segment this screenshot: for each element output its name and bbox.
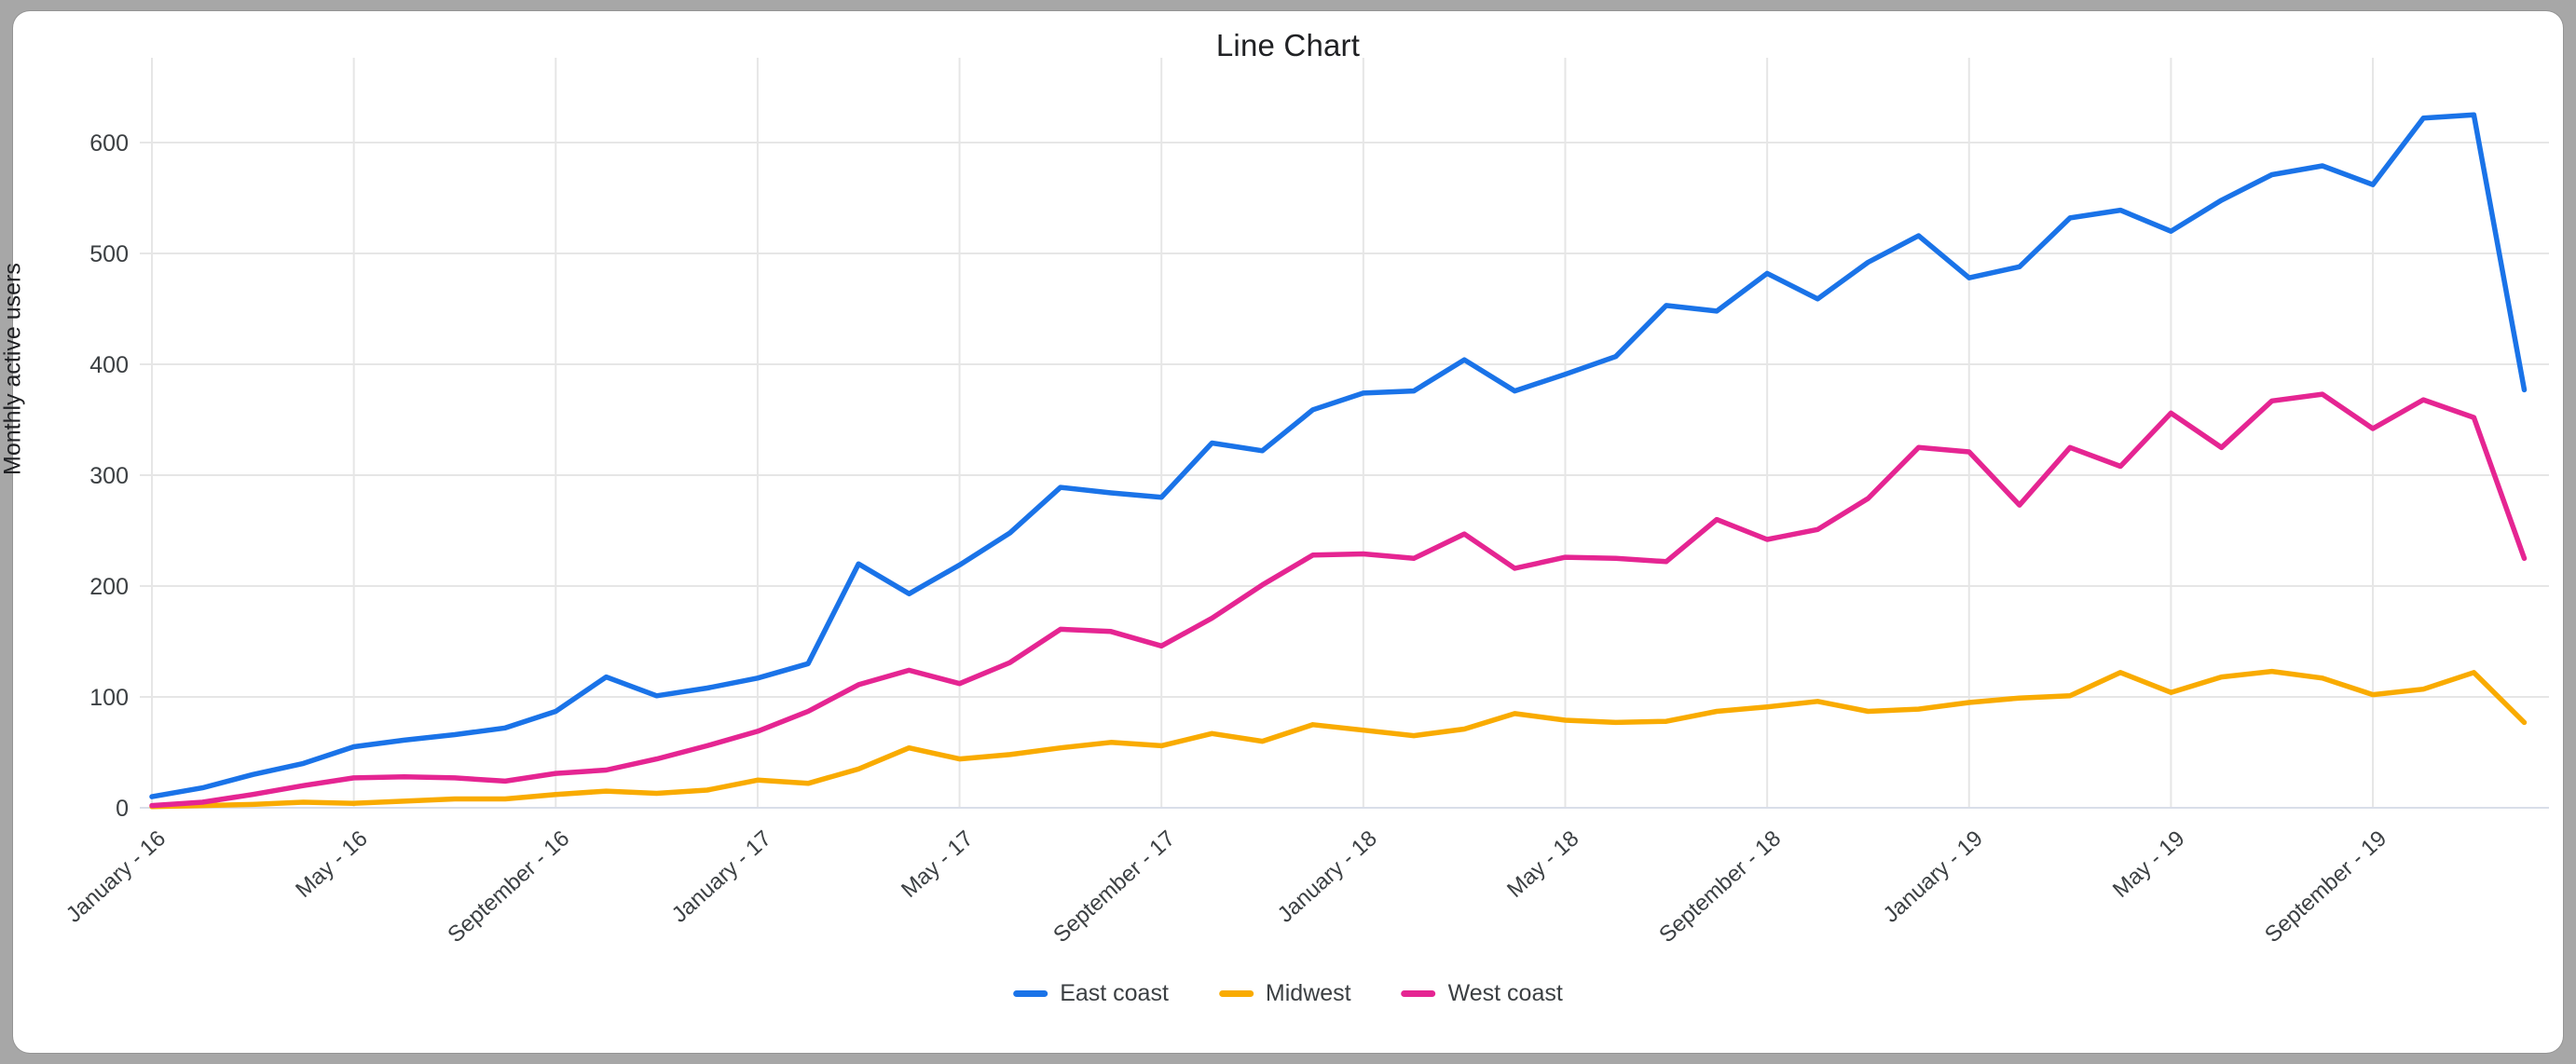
legend-label: Midwest [1265,980,1351,1006]
y-tick-label: 200 [89,574,129,600]
x-tick-label: September - 17 [1048,825,1180,948]
chart-card [13,11,2563,1053]
y-tick-label: 100 [89,685,129,711]
x-tick-label: May - 18 [1502,825,1583,903]
legend-item-west-coast: West coast [1401,980,1563,1007]
y-tick-label: 600 [89,130,129,157]
x-tick-label: September - 16 [443,825,574,948]
y-axis-tick-labels: 0 100 200 300 400 500 600 [89,130,129,822]
legend-label: East coast [1060,980,1169,1006]
legend-swatch [1218,990,1254,997]
legend: East coast Midwest West coast [1013,980,1563,1007]
x-tick-label: May - 19 [2108,825,2189,903]
legend-swatch [1013,990,1048,997]
series-line-midwest[interactable] [149,668,2528,810]
x-tick-label: May - 17 [897,825,978,903]
series-line-west-coast[interactable] [149,391,2528,809]
x-tick-label: January - 17 [667,825,776,927]
x-tick-label: September - 18 [1654,825,1786,948]
legend-label: West coast [1447,980,1563,1006]
chart-title: Line Chart [1215,28,1361,62]
y-tick-label: 300 [89,463,129,489]
x-tick-label: September - 19 [2260,825,2391,948]
vertical-gridlines [151,58,2375,808]
legend-swatch [1401,990,1436,997]
x-tick-label: January - 19 [1879,825,1988,927]
series-line-east-coast[interactable] [149,112,2528,799]
y-tick-label: 400 [89,352,129,378]
series-lines [149,112,2528,810]
x-tick-label: January - 16 [62,825,171,927]
y-tick-label: 0 [116,796,129,822]
horizontal-gridlines [140,142,2549,809]
legend-item-east-coast: East coast [1013,980,1169,1007]
x-tick-label: May - 16 [291,825,372,903]
legend-item-midwest: Midwest [1218,980,1351,1007]
x-tick-label: January - 18 [1273,825,1382,927]
y-tick-label: 500 [89,241,129,267]
x-axis-tick-labels: January - 16 May - 16 September - 16 Januar… [62,825,2391,948]
